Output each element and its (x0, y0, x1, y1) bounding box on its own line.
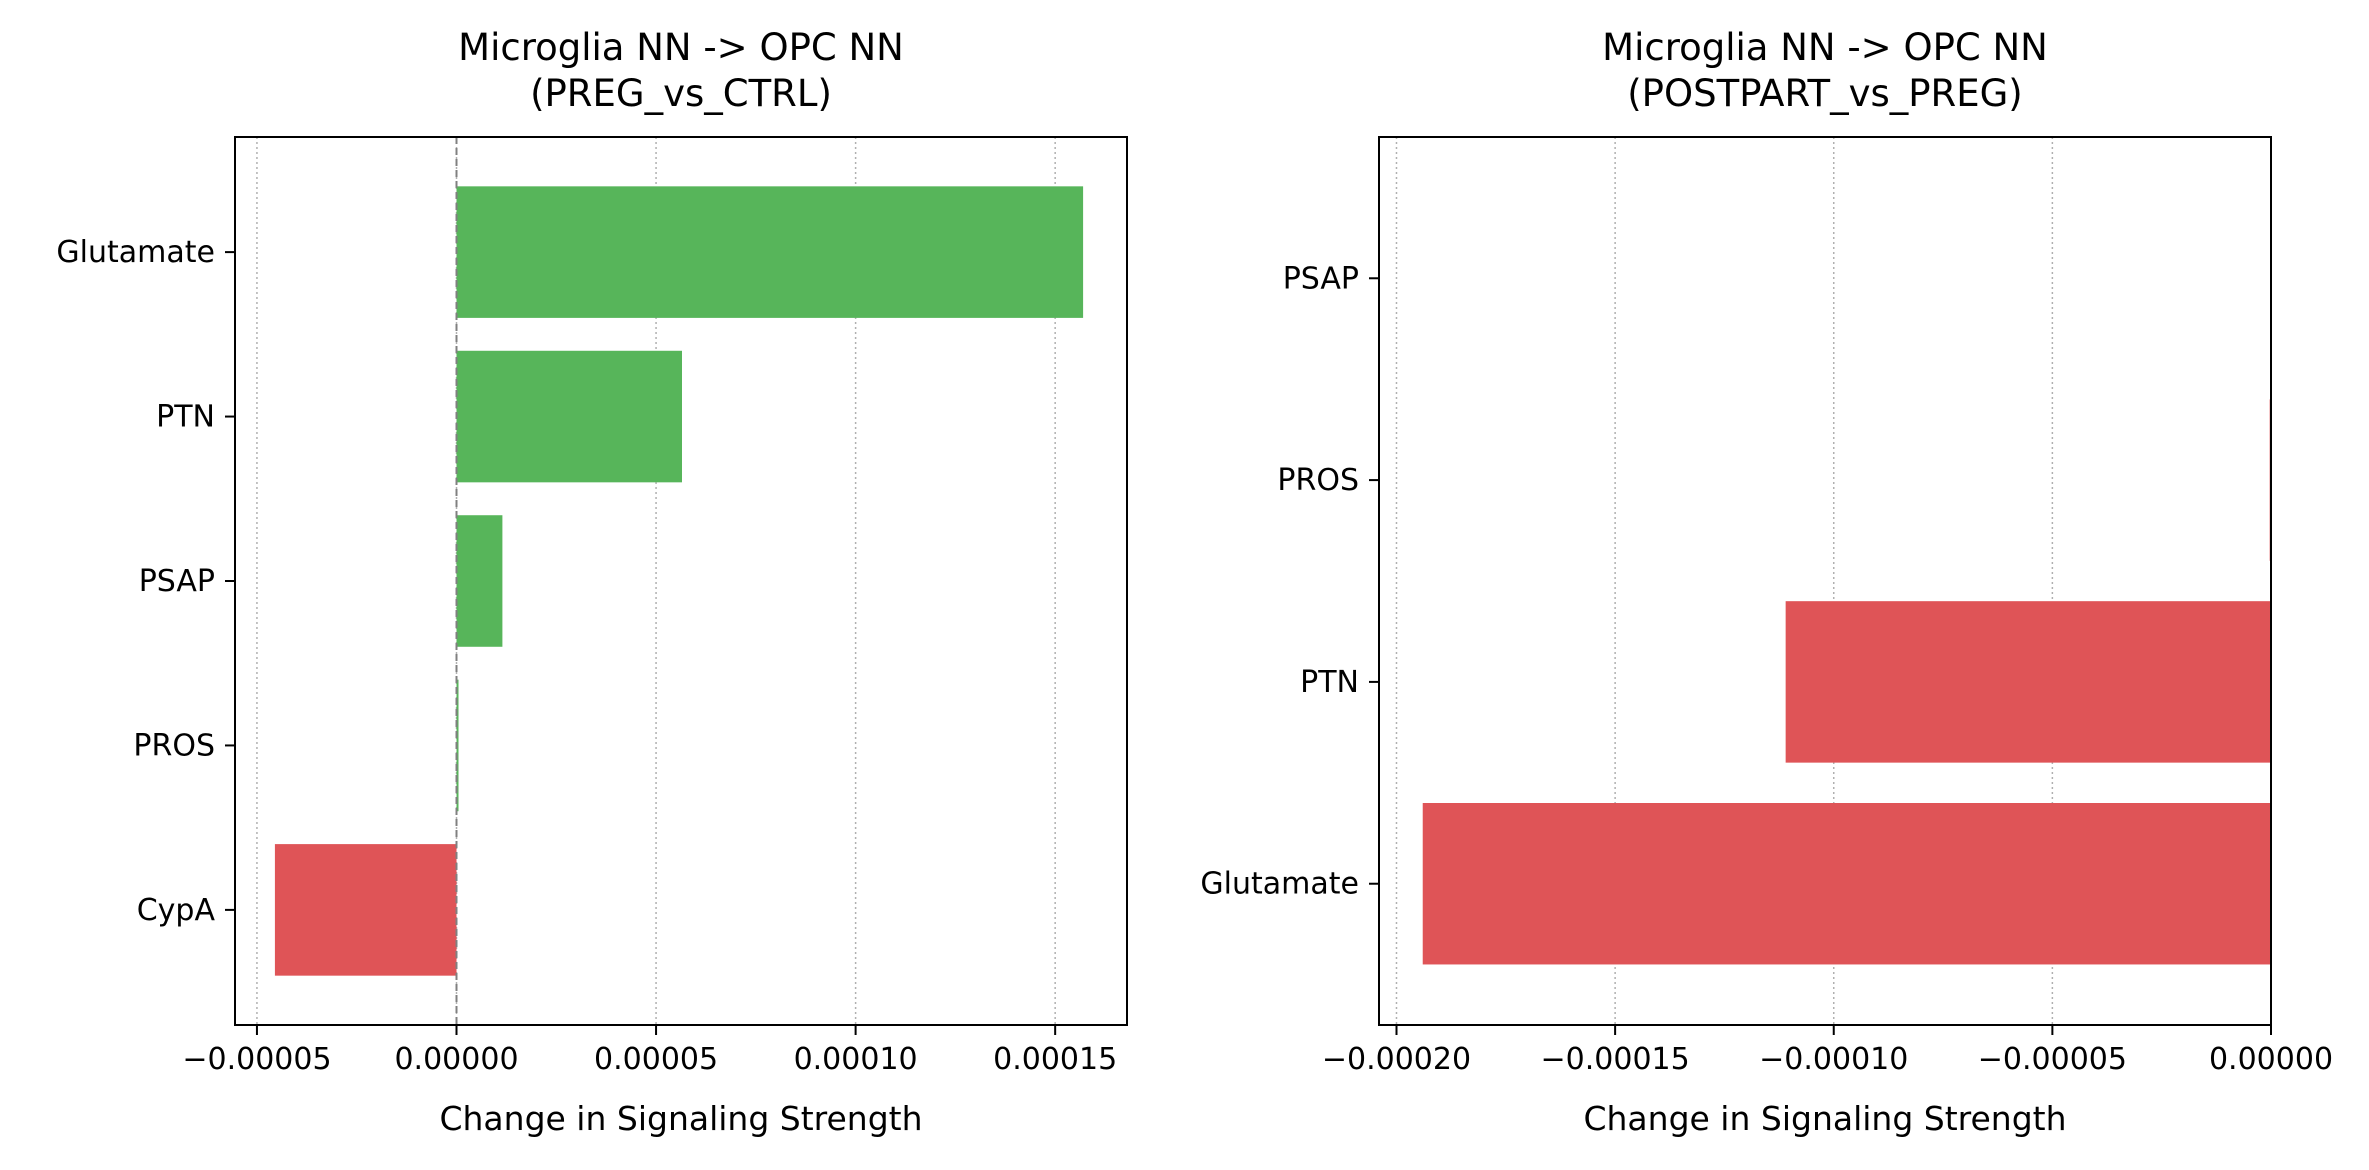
y-tick-label: PSAP (1283, 261, 1359, 296)
bar-ptn (456, 350, 682, 483)
axes-frame (1378, 136, 2272, 1026)
x-tick-label: 0.00000 (2209, 1042, 2333, 1077)
y-tick-label: CypA (137, 893, 216, 928)
y-tick-label: PTN (1300, 665, 1359, 700)
bar-glutamate (456, 186, 1084, 318)
y-tick-label: Glutamate (1200, 867, 1359, 902)
chart-title-line: Microglia NN -> OPC NN (1602, 26, 2048, 69)
x-tick-label: −0.00005 (182, 1042, 331, 1077)
x-axis-label: Change in Signaling Strength (439, 1099, 922, 1138)
x-tick-label: −0.00005 (1978, 1042, 2127, 1077)
x-tick-label: 0.00005 (594, 1042, 718, 1077)
x-tick-label: 0.00015 (993, 1042, 1117, 1077)
x-tick-label: 0.00000 (394, 1042, 518, 1077)
x-tick-label: 0.00010 (794, 1042, 918, 1077)
x-tick-label: −0.00020 (1322, 1042, 1471, 1077)
y-tick-label: PROS (1277, 463, 1359, 498)
y-tick-label: PTN (156, 400, 215, 435)
x-tick-label: −0.00010 (1759, 1042, 1908, 1077)
chart-title-line: (PREG_vs_CTRL) (530, 72, 832, 115)
chart-title: Microglia NN -> OPC NN (POSTPART_vs_PREG) (1602, 26, 2048, 115)
y-tick-label: PSAP (139, 564, 215, 599)
chart-title-line: Microglia NN -> OPC NN (458, 26, 904, 69)
x-axis-label: Change in Signaling Strength (1583, 1099, 2066, 1138)
bar-ptn (1785, 601, 2271, 763)
chart-panel-2: −0.00020 −0.00015 −0.00010 −0.00005 0.00000 P… (1200, 26, 2333, 1138)
chart-panel-1: −0.00005 0.00000 0.00005 0.00010 0.00015 Glut… (56, 26, 1128, 1138)
chart-title: Microglia NN -> OPC NN (PREG_vs_CTRL) (458, 26, 904, 115)
bar-cypa (274, 844, 457, 976)
chart-title-line: (POSTPART_vs_PREG) (1627, 72, 2023, 115)
y-tick-label: PROS (133, 728, 215, 763)
bar-psap (456, 515, 503, 647)
x-tick-label: −0.00015 (1541, 1042, 1690, 1077)
y-tick-label: Glutamate (56, 235, 215, 270)
bar-glutamate (1422, 803, 2271, 965)
